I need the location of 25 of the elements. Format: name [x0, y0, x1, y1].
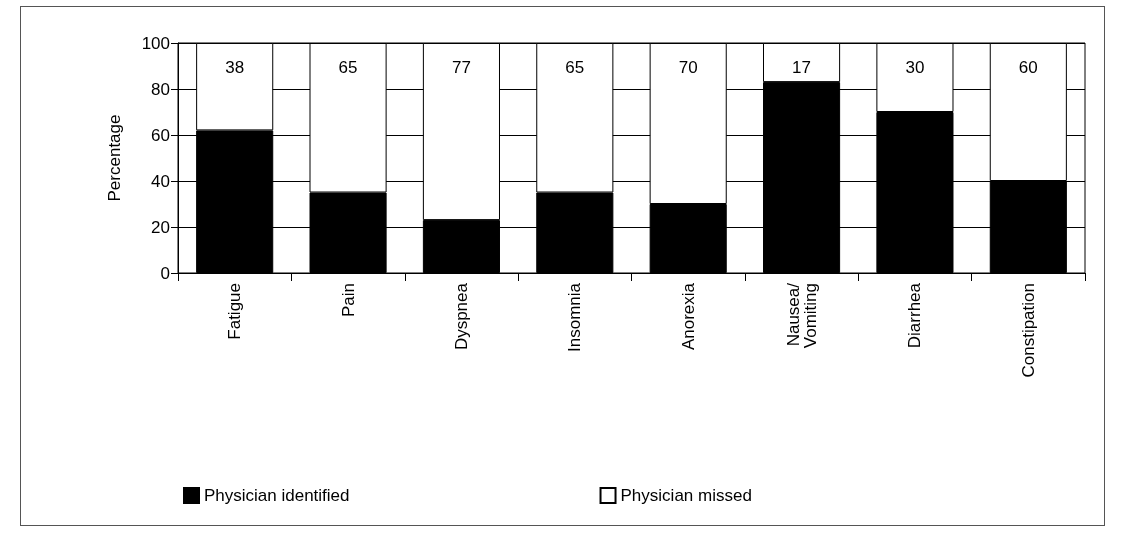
data-label: 77	[451, 58, 471, 77]
x-tick-label: Nausea/ Vomiting	[783, 282, 820, 349]
y-axis-title: Percentage	[105, 114, 124, 202]
data-label: 65	[338, 58, 358, 77]
data-label: 70	[678, 58, 698, 77]
y-tick-label: 40	[151, 171, 170, 191]
y-tick-label: 60	[151, 125, 170, 145]
x-tick-label: Dyspnea	[451, 282, 471, 351]
x-tick-label: Diarrhea	[905, 282, 925, 349]
data-label: 65	[565, 58, 585, 77]
y-tick-label: 20	[151, 217, 170, 237]
y-tick-label: 100	[141, 33, 170, 53]
y-tick-label: 80	[151, 79, 170, 99]
x-tick-label: Fatigue	[225, 283, 245, 340]
data-label: 30	[905, 58, 925, 77]
y-tick-label: 0	[160, 263, 170, 283]
x-tick-label: Insomnia	[565, 282, 585, 352]
x-tick-label: Constipation	[1018, 283, 1038, 378]
x-tick-label: Anorexia	[678, 282, 698, 351]
data-label: 60	[1018, 58, 1038, 77]
legend-label: Physician identified	[204, 486, 350, 505]
data-label: 17	[792, 58, 812, 77]
legend-label: Physician missed	[620, 486, 752, 505]
x-tick-label: Pain	[338, 283, 358, 318]
data-label: 38	[225, 58, 245, 77]
